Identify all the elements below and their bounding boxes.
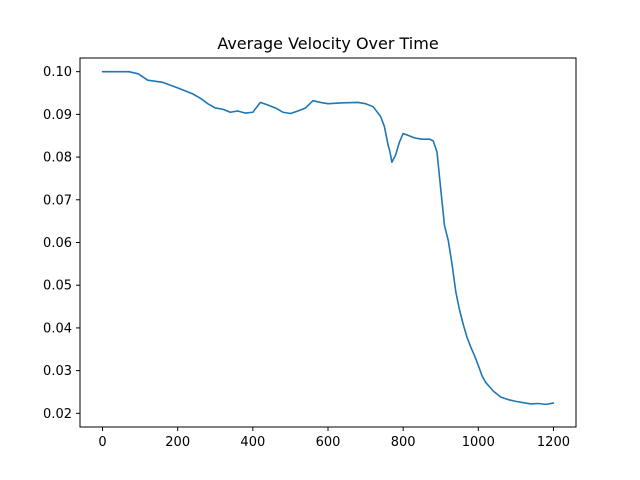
x-tick-label: 600 <box>316 435 341 450</box>
x-tick-label: 1000 <box>462 435 495 450</box>
series-line-0 <box>101 70 555 406</box>
x-tick-label: 800 <box>391 435 416 450</box>
x-tick-label: 0 <box>98 435 106 450</box>
y-tick-label: 0.04 <box>43 321 72 336</box>
x-tick-label: 200 <box>165 435 190 450</box>
y-tick-label: 0.02 <box>43 407 72 422</box>
x-tick-label: 1200 <box>537 435 570 450</box>
y-tick-label: 0.07 <box>43 193 72 208</box>
y-tick-label: 0.05 <box>43 279 72 294</box>
y-tick-label: 0.03 <box>43 364 72 379</box>
x-axis: 0 200 400 600 800 1000 1200 <box>98 427 570 450</box>
y-tick-label: 0.10 <box>43 65 72 80</box>
chart-title: Average Velocity Over Time <box>217 34 438 53</box>
y-tick-label: 0.06 <box>43 236 72 251</box>
x-tick-label: 400 <box>240 435 265 450</box>
y-tick-label: 0.08 <box>43 151 72 166</box>
y-tick-label: 0.09 <box>43 108 72 123</box>
y-axis: 0.02 0.03 0.04 0.05 0.06 0.07 0.08 0.09 0.10 <box>43 65 80 422</box>
